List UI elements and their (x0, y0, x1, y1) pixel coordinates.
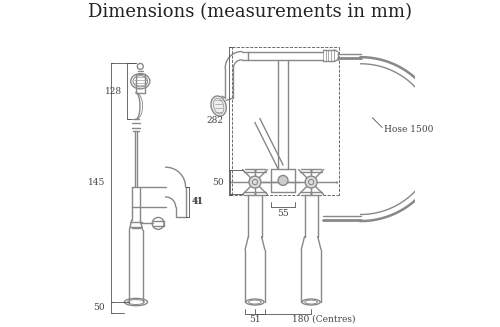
Text: 51: 51 (249, 315, 261, 324)
Title: Dimensions (measurements in mm): Dimensions (measurements in mm) (88, 3, 412, 21)
Circle shape (249, 176, 261, 188)
Circle shape (278, 176, 288, 185)
Text: 55: 55 (277, 209, 289, 218)
Text: 50: 50 (212, 178, 224, 187)
Circle shape (305, 176, 317, 188)
Text: 282: 282 (206, 116, 224, 126)
Text: 41: 41 (192, 198, 203, 206)
Ellipse shape (211, 96, 226, 116)
Text: 180 (Centres): 180 (Centres) (292, 315, 356, 324)
Text: 145: 145 (88, 178, 106, 187)
Text: 50: 50 (94, 303, 106, 312)
Text: 41: 41 (193, 198, 204, 206)
Text: 128: 128 (104, 87, 122, 96)
Text: Hose 1500: Hose 1500 (384, 125, 433, 134)
